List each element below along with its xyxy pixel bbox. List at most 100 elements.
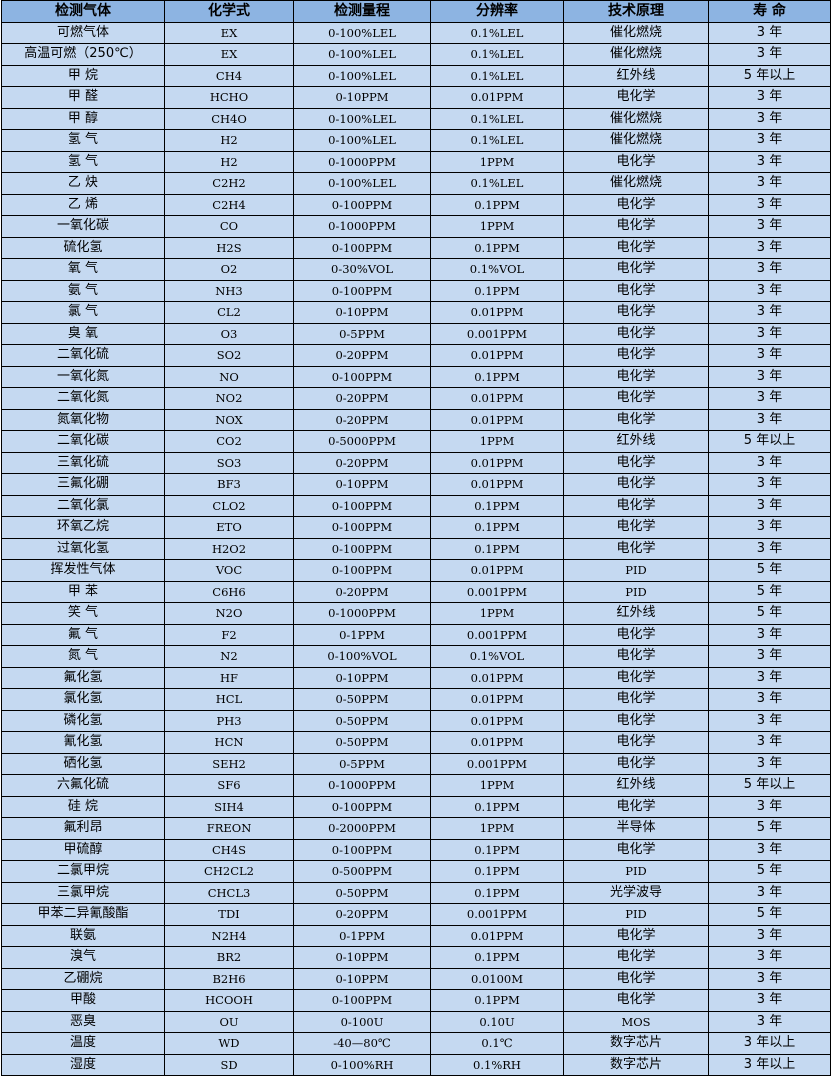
cell-gas: 二氧化硫 xyxy=(1,344,165,367)
cell-resolution: 0.01PPM xyxy=(430,408,564,431)
cell-formula: HCN xyxy=(164,731,294,754)
cell-gas: 甲 苯 xyxy=(1,580,165,603)
cell-gas: 硫化氢 xyxy=(1,236,165,259)
table-row: 磷化氢 PH3 0-50PPM 0.01PPM 电化学 3 年 xyxy=(1,709,831,732)
cell-formula: O3 xyxy=(164,322,294,345)
cell-lifespan: 3 年 xyxy=(708,494,831,517)
cell-lifespan: 5 年以上 xyxy=(708,64,831,87)
cell-principle: 电化学 xyxy=(563,387,709,410)
cell-lifespan: 5 年 xyxy=(708,860,831,883)
cell-lifespan: 3 年 xyxy=(708,193,831,216)
cell-resolution: 0.01PPM xyxy=(430,709,564,732)
cell-range: 0-2000PPM xyxy=(293,817,431,840)
cell-gas: 氢 气 xyxy=(1,129,165,152)
cell-resolution: 0.1%VOL xyxy=(430,645,564,668)
cell-resolution: 1PPM xyxy=(430,150,564,173)
cell-gas: 乙 炔 xyxy=(1,172,165,195)
cell-gas: 甲 醇 xyxy=(1,107,165,130)
cell-resolution: 0.1%LEL xyxy=(430,64,564,87)
cell-formula: OU xyxy=(164,1010,294,1033)
table-row: 硅 烷 SIH4 0-100PPM 0.1PPM 电化学 3 年 xyxy=(1,795,831,818)
cell-resolution: 0.001PPM xyxy=(430,580,564,603)
cell-gas: 湿度 xyxy=(1,1053,165,1076)
cell-lifespan: 3 年 xyxy=(708,150,831,173)
cell-formula: C2H2 xyxy=(164,172,294,195)
cell-formula: CO xyxy=(164,215,294,238)
table-row: 恶臭 OU 0-100U 0.10U MOS 3 年 xyxy=(1,1010,831,1033)
cell-formula: PH3 xyxy=(164,709,294,732)
cell-range: 0-20PPM xyxy=(293,580,431,603)
cell-formula: N2O xyxy=(164,602,294,625)
cell-formula: WD xyxy=(164,1032,294,1055)
cell-gas: 过氧化氢 xyxy=(1,537,165,560)
cell-resolution: 1PPM xyxy=(430,774,564,797)
table-row: 溴气 BR2 0-10PPM 0.1PPM 电化学 3 年 xyxy=(1,946,831,969)
header-formula: 化学式 xyxy=(164,0,294,23)
cell-range: 0-10PPM xyxy=(293,301,431,324)
cell-formula: H2 xyxy=(164,150,294,173)
cell-principle: 电化学 xyxy=(563,946,709,969)
cell-range: 0-1000PPM xyxy=(293,774,431,797)
cell-gas: 一氧化碳 xyxy=(1,215,165,238)
cell-gas: 氟利昂 xyxy=(1,817,165,840)
cell-range: 0-1000PPM xyxy=(293,602,431,625)
cell-gas: 可燃气体 xyxy=(1,21,165,44)
cell-range: 0-100%LEL xyxy=(293,64,431,87)
cell-lifespan: 3 年 xyxy=(708,709,831,732)
cell-principle: 电化学 xyxy=(563,688,709,711)
cell-principle: 红外线 xyxy=(563,64,709,87)
cell-resolution: 0.01PPM xyxy=(430,86,564,109)
cell-gas: 三氯甲烷 xyxy=(1,881,165,904)
cell-resolution: 0.1PPM xyxy=(430,365,564,388)
header-principle: 技术原理 xyxy=(563,0,709,23)
cell-principle: 催化燃烧 xyxy=(563,129,709,152)
cell-formula: TDI xyxy=(164,903,294,926)
cell-formula: BR2 xyxy=(164,946,294,969)
cell-lifespan: 3 年 xyxy=(708,408,831,431)
cell-range: 0-10PPM xyxy=(293,666,431,689)
cell-formula: HF xyxy=(164,666,294,689)
cell-resolution: 0.01PPM xyxy=(430,924,564,947)
cell-lifespan: 3 年以上 xyxy=(708,1053,831,1076)
table-row: 氢 气 H2 0-1000PPM 1PPM 电化学 3 年 xyxy=(1,150,831,173)
cell-formula: B2H6 xyxy=(164,967,294,990)
cell-lifespan: 3 年 xyxy=(708,795,831,818)
cell-formula: C6H6 xyxy=(164,580,294,603)
cell-range: 0-50PPM xyxy=(293,731,431,754)
cell-range: 0-100PPM xyxy=(293,795,431,818)
cell-formula: NO2 xyxy=(164,387,294,410)
cell-gas: 硅 烷 xyxy=(1,795,165,818)
cell-gas: 磷化氢 xyxy=(1,709,165,732)
cell-gas: 甲 醛 xyxy=(1,86,165,109)
cell-formula: SO3 xyxy=(164,451,294,474)
cell-resolution: 0.1℃ xyxy=(430,1032,564,1055)
cell-gas: 氟 气 xyxy=(1,623,165,646)
cell-principle: 催化燃烧 xyxy=(563,43,709,66)
cell-resolution: 0.01PPM xyxy=(430,344,564,367)
cell-principle: 红外线 xyxy=(563,602,709,625)
cell-resolution: 0.1%RH xyxy=(430,1053,564,1076)
cell-lifespan: 5 年 xyxy=(708,559,831,582)
table-row: 湿度 SD 0-100%RH 0.1%RH 数字芯片 3 年以上 xyxy=(1,1053,831,1076)
cell-lifespan: 5 年以上 xyxy=(708,430,831,453)
cell-principle: 电化学 xyxy=(563,666,709,689)
cell-principle: 电化学 xyxy=(563,989,709,1012)
cell-resolution: 0.01PPM xyxy=(430,731,564,754)
cell-range: 0-100%VOL xyxy=(293,645,431,668)
cell-gas: 温度 xyxy=(1,1032,165,1055)
cell-formula: CLO2 xyxy=(164,494,294,517)
cell-range: 0-1PPM xyxy=(293,924,431,947)
cell-range: 0-10PPM xyxy=(293,946,431,969)
cell-resolution: 0.1PPM xyxy=(430,946,564,969)
cell-resolution: 0.1PPM xyxy=(430,494,564,517)
cell-lifespan: 5 年以上 xyxy=(708,774,831,797)
cell-principle: 电化学 xyxy=(563,451,709,474)
cell-principle: 电化学 xyxy=(563,193,709,216)
cell-resolution: 0.1PPM xyxy=(430,860,564,883)
cell-formula: C2H4 xyxy=(164,193,294,216)
cell-lifespan: 5 年 xyxy=(708,817,831,840)
cell-gas: 二氯甲烷 xyxy=(1,860,165,883)
cell-principle: PID xyxy=(563,580,709,603)
cell-formula: F2 xyxy=(164,623,294,646)
cell-formula: FREON xyxy=(164,817,294,840)
